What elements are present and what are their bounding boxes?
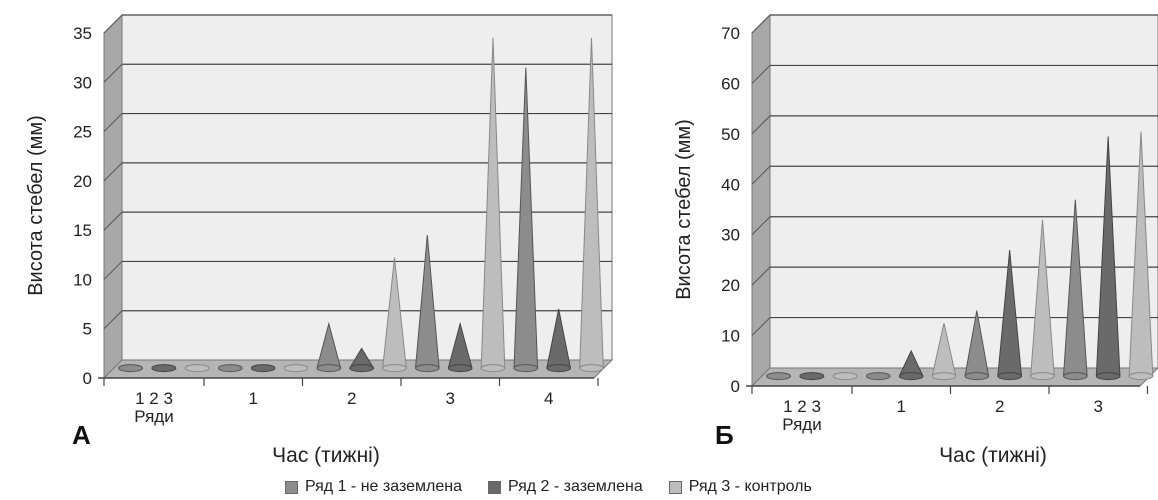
gridline-side xyxy=(751,165,771,185)
x-tick-label: 1 2 3 xyxy=(135,389,173,408)
y-tick-label: 20 xyxy=(73,172,92,191)
cone-base-1-3 xyxy=(414,364,440,373)
plot-side-wall xyxy=(103,13,123,380)
cone-base-3-3 xyxy=(1128,372,1154,381)
legend-swatch-series-1 xyxy=(285,480,298,494)
x-tick-label: 2 xyxy=(995,397,1004,416)
legend-label-series-3: Ряд 3 - контроль xyxy=(688,478,812,495)
legend-item-series-3: Ряд 3 - контроль xyxy=(668,478,812,496)
y-tick-label: 20 xyxy=(721,276,740,295)
cone-3-0 xyxy=(184,364,210,373)
y-tick-label: 50 xyxy=(721,125,740,144)
x-tick-label: Ряди xyxy=(134,407,173,426)
cone-base-1-2 xyxy=(316,364,342,373)
cone-1-0 xyxy=(118,364,144,373)
x-tick-label: 3 xyxy=(1094,397,1103,416)
y-tick-label: 15 xyxy=(73,221,92,240)
x-tick-label: 1 2 3 xyxy=(783,397,821,416)
x-tick-label: 3 xyxy=(446,389,455,408)
gridline-side xyxy=(103,162,123,182)
gridline-side xyxy=(751,115,771,135)
plot-side-wall xyxy=(751,13,771,388)
cone-base-1-4 xyxy=(513,364,539,373)
cone-3-1 xyxy=(283,364,309,373)
cone-1-1 xyxy=(217,364,243,373)
cone-3-0 xyxy=(832,372,858,381)
gridline-side xyxy=(751,317,771,336)
legend-item-series-2: Ряд 2 - заземлена xyxy=(487,478,643,496)
cone-base-2-2 xyxy=(997,372,1022,381)
y-tick-label: 70 xyxy=(721,24,740,43)
y-tick-label: 35 xyxy=(73,24,92,43)
panel-letter: А xyxy=(72,420,91,450)
cone-base-3-2 xyxy=(1030,372,1055,381)
cone-base-3-2 xyxy=(382,364,407,373)
legend-swatch-series-3 xyxy=(668,480,682,494)
x-tick-label: 4 xyxy=(544,389,553,408)
cone-base-3-1 xyxy=(931,372,957,381)
gridline-side xyxy=(751,266,771,286)
y-tick-label: 40 xyxy=(721,175,740,194)
cone-base-2-1 xyxy=(898,372,924,381)
cone-base-2-2 xyxy=(349,364,374,373)
cone-2-0 xyxy=(799,372,825,381)
gridline-side xyxy=(751,14,771,34)
x-axis-label: Час (тижні) xyxy=(272,444,380,467)
cone-2-1 xyxy=(250,364,276,373)
cone-base-2-3 xyxy=(447,364,473,373)
gridline-side xyxy=(103,63,123,83)
plot-back-wall xyxy=(121,14,613,361)
panel-letter: Б xyxy=(715,420,734,450)
gridline-side xyxy=(103,261,123,280)
gridline-side xyxy=(103,113,123,132)
y-axis-label: Висота стебел (мм) xyxy=(25,115,47,296)
cone-1-1 xyxy=(865,372,891,381)
cone-base-1-2 xyxy=(964,372,990,381)
y-tick-label: 30 xyxy=(721,226,740,245)
legend: Ряд 1 - не заземлена Ряд 2 - заземлена Р… xyxy=(285,476,838,498)
y-axis-label: Висота стебел (мм) xyxy=(673,119,695,300)
y-tick-label: 10 xyxy=(73,270,92,289)
y-tick-label: 25 xyxy=(73,123,92,142)
x-axis-label: Час (тижні) xyxy=(939,444,1047,467)
legend-label-series-2: Ряд 2 - заземлена xyxy=(507,478,643,495)
gridline-side xyxy=(751,65,771,84)
cone-1-0 xyxy=(766,372,792,381)
legend-item-series-1: Ряд 1 - не заземлена xyxy=(285,478,462,496)
legend-swatch-series-2 xyxy=(487,480,501,494)
gridline-side xyxy=(103,310,123,330)
y-tick-label: 5 xyxy=(83,320,92,339)
legend-label-series-1: Ряд 1 - не заземлена xyxy=(305,478,462,495)
cone-base-2-4 xyxy=(546,364,571,373)
x-tick-label: 1 xyxy=(249,389,258,408)
y-tick-label: 0 xyxy=(731,377,740,396)
y-tick-label: 30 xyxy=(73,73,92,92)
cone-base-3-4 xyxy=(579,364,604,373)
x-tick-label: 1 xyxy=(897,397,906,416)
gridline-side xyxy=(103,14,123,34)
gridline-side xyxy=(751,216,771,236)
cone-2-0 xyxy=(151,364,177,373)
y-tick-label: 0 xyxy=(83,369,92,388)
x-tick-label: Ряди xyxy=(782,415,821,434)
cone-base-1-3 xyxy=(1062,372,1088,381)
y-tick-label: 60 xyxy=(721,74,740,93)
x-tick-label: 2 xyxy=(347,389,356,408)
cone-base-3-3 xyxy=(480,364,506,373)
y-tick-label: 10 xyxy=(721,327,740,346)
gridline-side xyxy=(103,211,123,231)
cone-base-2-3 xyxy=(1095,372,1121,381)
